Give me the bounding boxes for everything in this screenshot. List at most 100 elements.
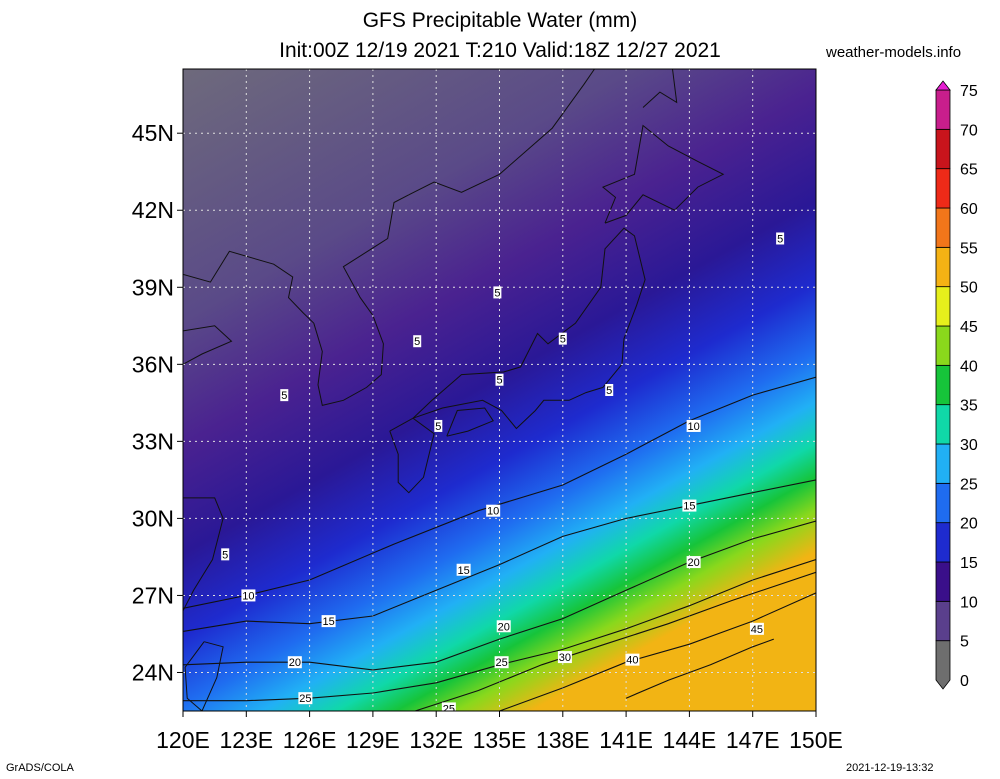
colorbar-level-label: 20 [960, 516, 978, 533]
colorbar-level-label: 45 [960, 319, 978, 336]
contour-label: 15 [321, 615, 336, 628]
colorbar-level-label: 50 [960, 280, 978, 297]
coast-hokkaido [601, 124, 725, 224]
longitude-axis: 120E 123E 126E 129E 132E 135E 138E 141E 144E 147E… [156, 711, 843, 753]
lon-tick-label: 129E [346, 727, 400, 753]
latitude-axis: 24N 27N 30N 33N 36N 39N 42N 45N [132, 120, 183, 685]
coast-china-east [183, 325, 233, 365]
lon-tick-label: 138E [536, 727, 590, 753]
contour-10 [183, 376, 816, 609]
map-plot-area: 5 5 5 5 5 5 5 5 5 10 10 10 15 15 15 20 20 20 25 25 25 30 40 45 [183, 69, 816, 711]
contour-label-bg [776, 232, 785, 245]
colorbar-level-label: 75 [960, 83, 978, 100]
colorbar-swatch [935, 364, 951, 406]
colorbar-level-label: 0 [960, 673, 969, 690]
contour-label: 5 [413, 335, 422, 348]
colorbar-swatch [935, 443, 951, 484]
colorbar-level-label: 5 [960, 634, 969, 651]
coast-honshu [412, 227, 646, 430]
contour-label-bg [413, 335, 422, 348]
contour-label-text: 15 [683, 501, 695, 513]
contour-label-text: 10 [242, 590, 254, 602]
contour-label: 5 [776, 232, 785, 245]
contour-label-bg [321, 615, 336, 628]
lon-tick-label: 147E [726, 727, 780, 753]
lat-tick-label: 30N [132, 505, 174, 531]
coastlines [183, 69, 725, 711]
contour-label-text: 45 [751, 624, 763, 636]
contour-label: 5 [605, 384, 614, 397]
coast-kyushu [389, 417, 435, 494]
contour-label: 5 [493, 286, 502, 299]
contour-label-bg [280, 389, 289, 402]
lat-tick-label: 39N [132, 274, 174, 300]
contour-30 [414, 571, 816, 711]
colorbar-level-label: 70 [960, 122, 978, 139]
contour-label: 25 [494, 656, 509, 669]
footer-timestamp: 2021-12-19-13:32 [846, 762, 934, 774]
lat-lon-grid [183, 69, 816, 711]
contour-label-bg [558, 332, 567, 345]
coast-korea [313, 194, 410, 407]
colorbar-swatch [935, 640, 951, 690]
contour-label-text: 5 [435, 421, 441, 433]
colorbar-swatch [935, 561, 951, 602]
contour-label-text: 15 [322, 616, 334, 628]
contour-label-bg [749, 622, 764, 635]
contour-label-bg [221, 548, 230, 561]
contour-15 [183, 479, 816, 632]
coast-china-north [183, 250, 315, 324]
contour-label-bg [456, 563, 471, 576]
contour-label-text: 5 [777, 233, 783, 245]
contour-label-bg [486, 504, 501, 517]
contour-label-bg [241, 589, 256, 602]
colorbar-level-label: 30 [960, 437, 978, 454]
contour-label: 5 [280, 389, 289, 402]
contour-label-bg [557, 651, 572, 664]
contour-label-text: 5 [606, 385, 612, 397]
colorbar-level-label: 35 [960, 398, 978, 415]
site-credit: weather-models.info [826, 44, 962, 61]
contour-label: 25 [441, 702, 456, 711]
contour-label-text: 5 [494, 287, 500, 299]
contour-label-text: 25 [299, 693, 311, 705]
lat-tick-label: 36N [132, 351, 174, 377]
colorbar-level-label: 10 [960, 594, 978, 611]
contour-label-bg [298, 692, 313, 705]
contour-label-bg [441, 702, 456, 711]
contour-label: 10 [686, 419, 701, 433]
contour-label-text: 25 [495, 657, 507, 669]
lon-tick-label: 141E [599, 727, 653, 753]
colorbar-top-arrow [935, 80, 951, 91]
footer-software: GrADS/COLA [6, 762, 74, 774]
colorbar-swatch [935, 286, 951, 327]
contour-label: 15 [456, 563, 471, 577]
contour-label: 20 [287, 656, 302, 669]
contour-label-text: 20 [289, 657, 301, 669]
lon-tick-label: 126E [283, 727, 337, 753]
lat-tick-label: 42N [132, 197, 174, 223]
lat-tick-label: 33N [132, 428, 174, 454]
contour-label: 30 [557, 651, 572, 664]
lon-tick-label: 120E [156, 727, 210, 753]
colorbar-swatch [935, 600, 951, 642]
colorbar-level-label: 25 [960, 476, 978, 493]
colorbar-swatch [935, 128, 951, 170]
contour-45 [625, 638, 774, 699]
colorbar-swatch [935, 89, 951, 130]
colorbar-swatch [935, 522, 951, 563]
coast-sakhalin [642, 69, 678, 108]
contour-label-bg [434, 419, 443, 432]
contour-label-bg [494, 656, 509, 669]
contour-label-bg [605, 384, 614, 396]
contour-label: 5 [221, 548, 230, 561]
contour-label-text: 5 [560, 334, 566, 346]
coast-taiwan [184, 641, 224, 711]
colorbar-swatch [935, 482, 951, 524]
lon-tick-label: 123E [219, 727, 273, 753]
colorbar-swatch [935, 404, 951, 445]
coast-russia [408, 69, 595, 196]
contour-label-text: 5 [222, 549, 228, 561]
